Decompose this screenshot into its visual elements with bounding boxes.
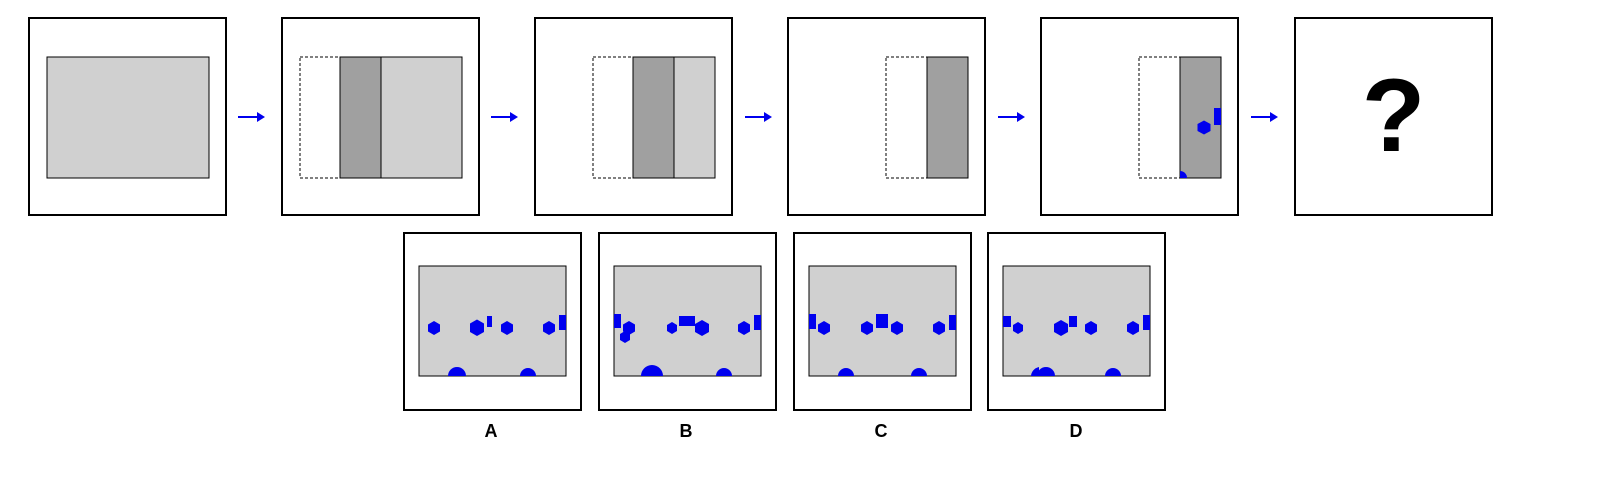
arrow-right-icon: [745, 112, 772, 122]
rectangle-hole: [876, 314, 888, 328]
rectangle-hole: [1143, 315, 1150, 330]
rectangle-hole: [949, 315, 956, 330]
hexagon-hole: [1054, 320, 1068, 336]
step-4-drawing: [885, 56, 969, 179]
semicircle-hole: [911, 368, 927, 376]
paper-sheet: [418, 265, 567, 377]
option-d-label: D: [1069, 421, 1083, 441]
question-mark: ?: [1361, 58, 1426, 174]
paper-double-layer: [926, 56, 969, 179]
hexagon-hole: [933, 321, 945, 335]
option-b[interactable]: [598, 232, 777, 411]
hexagon-hole: [667, 322, 677, 334]
rectangle-hole: [1069, 316, 1077, 327]
hexagon-hole: [501, 321, 513, 335]
sequence-step-2: [281, 17, 480, 216]
option-d[interactable]: [987, 232, 1166, 411]
folded-outline: [592, 56, 635, 179]
folded-outline: [885, 56, 928, 179]
hexagon-hole: [861, 321, 873, 335]
semicircle-hole: [448, 367, 466, 376]
option-a[interactable]: [403, 232, 582, 411]
paper-sheet: [46, 56, 210, 179]
arrow-right-icon: [998, 112, 1025, 122]
option-a-drawing: [418, 265, 567, 377]
hexagon-hole: [623, 321, 635, 335]
option-b-label: B: [679, 421, 693, 441]
hexagon-hole: [470, 319, 484, 336]
rectangle-hole: [1003, 316, 1011, 327]
paper-single-layer: [673, 56, 716, 179]
paper-single-layer: [380, 56, 463, 179]
folded-outline: [1138, 56, 1181, 179]
paper-double-layer: [632, 56, 675, 179]
arrow-right-icon: [491, 112, 518, 122]
hexagon-hole: [891, 321, 903, 335]
semicircle-hole: [1037, 367, 1055, 376]
rectangle-hole: [754, 315, 761, 330]
hexagon-hole: [620, 331, 630, 343]
rectangle-hole: [614, 314, 621, 328]
semicircle-hole: [641, 365, 663, 376]
arrow-right-icon: [1251, 112, 1278, 122]
folded-outline: [299, 56, 342, 179]
semicircle-hole: [838, 368, 854, 376]
hexagon-hole: [1127, 321, 1139, 335]
option-c-label: C: [874, 421, 888, 441]
semicircle-hole: [520, 368, 536, 376]
hexagon-hole: [738, 321, 750, 335]
option-d-drawing: [1002, 265, 1151, 377]
sequence-step-question: ?: [1294, 17, 1493, 216]
sequence-step-4: [787, 17, 986, 216]
paper-double-layer: [339, 56, 382, 179]
step-3-drawing: [592, 56, 716, 179]
hexagon-hole: [428, 321, 440, 335]
option-c[interactable]: [793, 232, 972, 411]
hexagon-hole: [1085, 321, 1097, 335]
rectangle-hole: [487, 316, 492, 327]
arrow-right-icon: [238, 112, 265, 122]
hexagon-hole: [818, 321, 830, 335]
semicircle-hole: [716, 368, 732, 376]
rectangle-hole: [559, 315, 566, 330]
hexagon-hole: [1013, 322, 1023, 334]
semicircle-hole: [1031, 367, 1039, 376]
hexagon-hole: [695, 320, 709, 336]
step-1-drawing: [46, 56, 210, 179]
hexagon-hole: [1197, 120, 1211, 135]
hexagon-hole: [543, 321, 555, 335]
sequence-step-5: [1040, 17, 1239, 216]
rectangle-hole: [809, 314, 816, 329]
option-b-drawing: [613, 265, 762, 377]
semicircle-hole: [1180, 171, 1187, 178]
sequence-step-3: [534, 17, 733, 216]
rectangle-hole: [679, 316, 695, 326]
option-c-drawing: [808, 265, 957, 377]
semicircle-hole: [1105, 368, 1121, 376]
option-a-label: A: [484, 421, 498, 441]
step-2-drawing: [299, 56, 463, 179]
rectangle-hole: [1214, 108, 1221, 125]
step-5-drawing: [1138, 56, 1222, 179]
sequence-step-1: [28, 17, 227, 216]
